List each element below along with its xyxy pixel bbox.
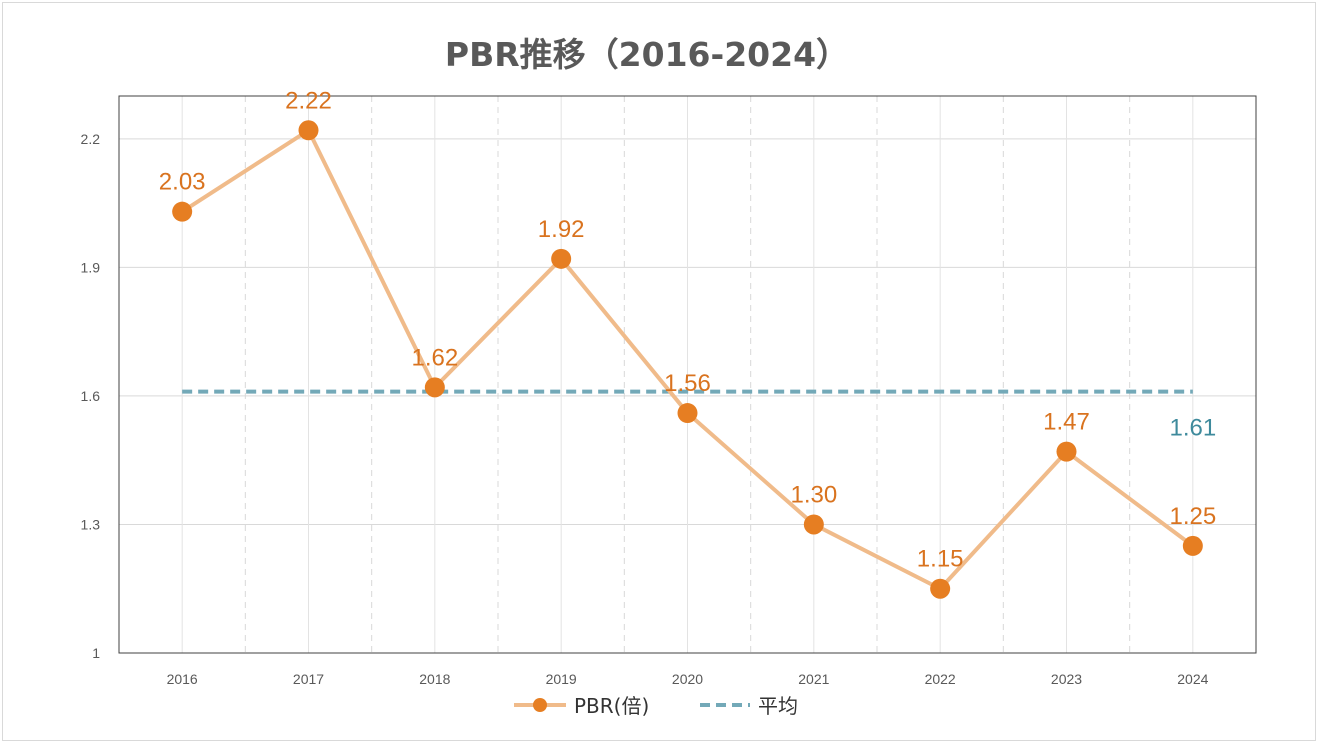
pbr-data-label: 2.03	[159, 169, 206, 196]
pbr-marker	[930, 578, 951, 599]
pbr-marker	[677, 403, 698, 424]
pbr-marker	[803, 514, 824, 535]
x-tick-label: 2021	[798, 671, 829, 687]
pbr-data-label: 1.56	[664, 370, 711, 397]
pbr-data-label: 1.62	[411, 344, 458, 371]
legend-item-pbr: PBR(倍)	[512, 690, 649, 719]
plot-area-border	[118, 95, 1257, 654]
pbr-data-label: 2.22	[285, 87, 332, 114]
pbr-marker	[1056, 441, 1077, 462]
chart-title: PBR推移（2016-2024）	[444, 35, 850, 74]
pbr-marker	[172, 201, 193, 222]
pbr-marker	[424, 377, 445, 398]
x-tick-label: 2020	[672, 671, 703, 687]
legend-label-pbr: PBR(倍)	[574, 694, 650, 718]
y-tick-label: 1.3	[81, 516, 101, 532]
average-value-label: 1.61	[1169, 415, 1216, 442]
x-tick-label: 2019	[546, 671, 577, 687]
x-tick-label: 2018	[419, 671, 450, 687]
x-tick-label: 2024	[1177, 671, 1208, 687]
y-tick-label: 2.2	[81, 131, 101, 147]
pbr-marker	[551, 248, 572, 269]
y-tick-label: 1	[92, 645, 100, 661]
pbr-marker	[298, 120, 319, 141]
pbr-data-label: 1.30	[790, 481, 837, 508]
legend-label-average: 平均	[758, 694, 798, 718]
pbr-data-label: 1.15	[917, 546, 964, 573]
y-tick-label: 1.9	[81, 259, 101, 275]
legend-item-average: 平均	[698, 690, 798, 719]
pbr-data-label: 1.92	[538, 216, 585, 243]
x-tick-label: 2016	[167, 671, 198, 687]
y-tick-label: 1.6	[81, 388, 101, 404]
pbr-data-label: 1.25	[1169, 503, 1216, 530]
x-tick-label: 2022	[925, 671, 956, 687]
pbr-data-label: 1.47	[1043, 409, 1090, 436]
x-tick-label: 2017	[293, 671, 324, 687]
legend-swatch-pbr	[514, 697, 566, 712]
legend-swatch-average	[700, 702, 750, 707]
x-tick-label: 2023	[1051, 671, 1082, 687]
pbr-marker	[1182, 535, 1203, 556]
